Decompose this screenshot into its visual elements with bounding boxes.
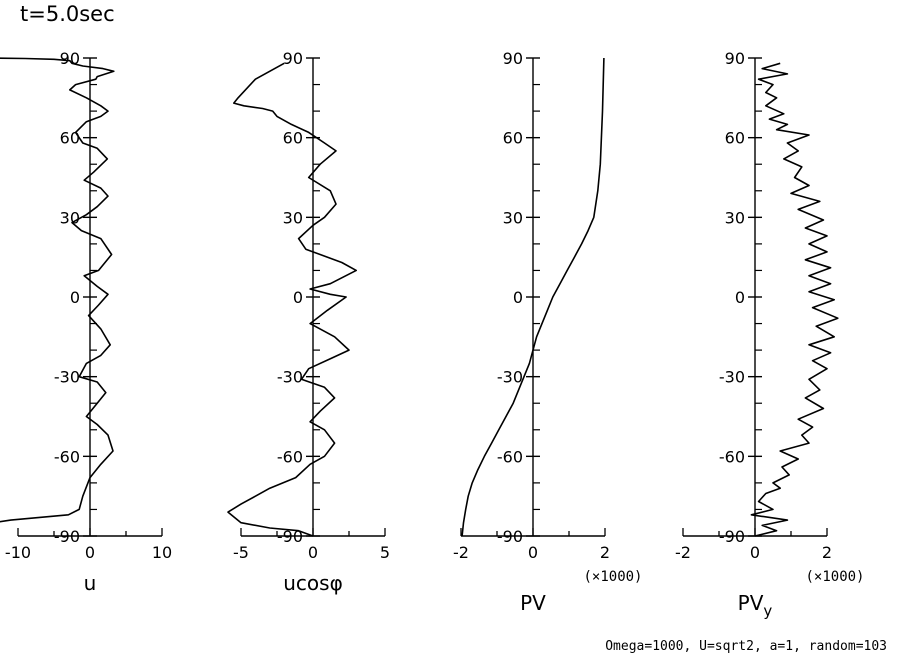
x-tick-label: 2 — [822, 543, 832, 562]
y-tick-label: 30 — [60, 208, 80, 227]
y-tick-label: -90 — [277, 527, 303, 546]
footer-parameters: Omega=1000, U=sqrt2, a=1, random=103 — [605, 639, 887, 654]
x-axis-label-main: PV — [738, 591, 764, 615]
y-tick-label: 0 — [70, 288, 80, 307]
series-line-pv — [461, 57, 605, 537]
panel-pv: -90 -60 -30 0 30 60 90 -2 0 2 (×1000) PV — [453, 49, 642, 615]
panel-ucos: -90 -60 -30 0 30 60 90 -5 0 5 ucosφ — [227, 49, 390, 595]
x-tick-label: 5 — [380, 543, 390, 562]
x-axis-label-main: PV — [520, 591, 546, 615]
y-tick-label: 90 — [283, 49, 303, 68]
y-tick-label: -90 — [497, 527, 523, 546]
x-multiplier-label: (×1000) — [583, 569, 642, 585]
y-tick-label: 30 — [503, 208, 523, 227]
y-tick-label: -30 — [277, 368, 303, 387]
panel-pvy: -90 -60 -30 0 30 60 90 -2 0 2 (×1000) PVy — [675, 49, 864, 620]
y-tick-label: 60 — [725, 129, 745, 148]
y-tick-label: 0 — [735, 288, 745, 307]
figure-title: t=5.0sec — [20, 2, 115, 26]
y-tick-label: -30 — [497, 368, 523, 387]
series-line-u — [0, 57, 115, 523]
y-tick-label: 90 — [503, 49, 523, 68]
y-tick-label: 30 — [725, 208, 745, 227]
y-tick-label: -90 — [54, 527, 80, 546]
x-tick-label: -5 — [233, 543, 249, 562]
x-tick-label: 0 — [85, 543, 95, 562]
y-tick-label: -60 — [54, 447, 80, 466]
y-tick-label: 30 — [283, 208, 303, 227]
y-tick-label: 60 — [503, 129, 523, 148]
x-tick-label: -2 — [675, 543, 691, 562]
x-tick-label: -2 — [453, 543, 469, 562]
y-tick-label: -60 — [497, 447, 523, 466]
x-axis-label-subscript: y — [763, 602, 772, 620]
y-tick-label: 60 — [60, 129, 80, 148]
y-tick-label: -30 — [54, 368, 80, 387]
x-tick-label: 2 — [600, 543, 610, 562]
y-tick-label: 0 — [513, 288, 523, 307]
x-tick-label: -10 — [5, 543, 31, 562]
x-axis-label: PV — [520, 591, 546, 615]
y-tick-label: -30 — [719, 368, 745, 387]
y-tick-label: 90 — [725, 49, 745, 68]
x-axis-label: ucosφ — [283, 571, 343, 595]
series-line-ucos — [227, 62, 358, 537]
x-tick-label: 0 — [528, 543, 538, 562]
x-axis-label: u — [84, 571, 97, 595]
x-tick-label: 0 — [750, 543, 760, 562]
y-tick-label: -60 — [277, 447, 303, 466]
x-tick-label: 10 — [152, 543, 172, 562]
x-axis-label-main: ucosφ — [283, 571, 343, 595]
series-line-pvy — [750, 62, 839, 537]
x-multiplier-label: (×1000) — [805, 569, 864, 585]
y-tick-label: -90 — [719, 527, 745, 546]
y-tick-label: 0 — [293, 288, 303, 307]
x-axis-label-main: u — [84, 571, 97, 595]
x-axis-label: PVy — [738, 591, 773, 620]
x-tick-label: 0 — [308, 543, 318, 562]
y-tick-label: -60 — [719, 447, 745, 466]
y-tick-label: 60 — [283, 129, 303, 148]
